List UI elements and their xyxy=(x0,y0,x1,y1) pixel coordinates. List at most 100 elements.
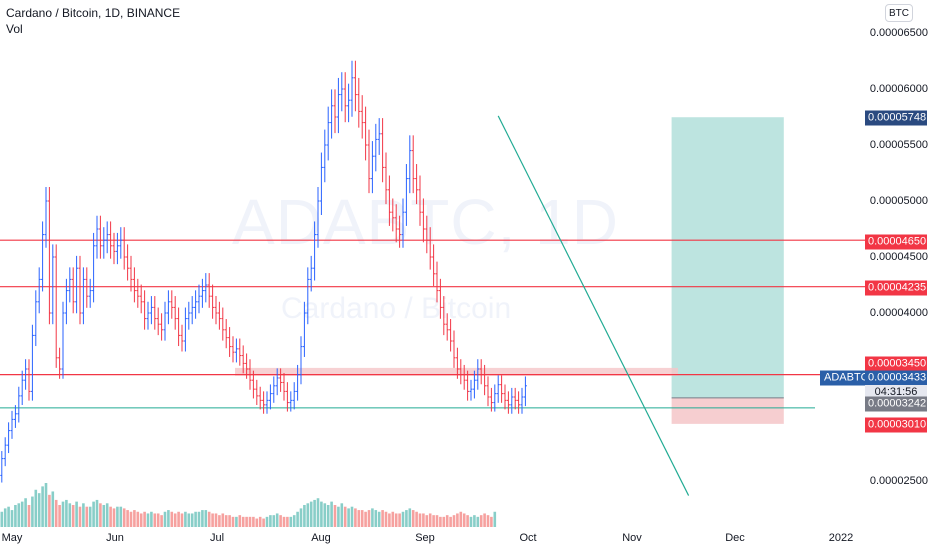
volume-bar xyxy=(384,511,388,527)
price-tick: 0.00002500 xyxy=(869,475,928,487)
volume-bar xyxy=(425,515,429,527)
volume-bar xyxy=(197,511,201,527)
volume-bar xyxy=(289,516,293,527)
volume-bar xyxy=(371,508,374,527)
volume-bar xyxy=(119,506,123,527)
time-tick: 2022 xyxy=(828,532,854,544)
volume-bar xyxy=(58,505,61,527)
price-tick: 0.00006000 xyxy=(869,83,928,95)
volume-bar xyxy=(0,511,4,527)
volume-bar xyxy=(408,508,412,527)
volume-bar xyxy=(323,503,327,527)
volume-bar xyxy=(194,511,197,527)
volume-bar xyxy=(112,508,116,527)
volume-bar xyxy=(231,516,235,527)
volume-bar xyxy=(228,515,231,527)
volume-bar xyxy=(476,516,480,527)
price-axis[interactable]: 0.00006500 0.00006000 0.00005500 0.00005… xyxy=(867,0,932,530)
volume-bar xyxy=(483,513,486,527)
volume-bar xyxy=(490,516,493,527)
volume-bar xyxy=(330,501,333,527)
volume-bar xyxy=(180,513,184,527)
volume-bar xyxy=(350,506,354,527)
volume-bar xyxy=(313,499,316,527)
support-zone xyxy=(235,367,678,376)
volume-bar xyxy=(340,503,344,527)
volume-bar xyxy=(360,510,364,527)
trendline xyxy=(497,115,690,496)
time-tick: Aug xyxy=(311,532,331,544)
volume-bar xyxy=(88,506,92,527)
volume-bar xyxy=(459,511,463,527)
volume-bar xyxy=(221,513,225,527)
volume-bar xyxy=(374,510,378,527)
current-price-tag: 0.00003433 xyxy=(865,370,927,386)
volume-bar xyxy=(37,493,41,527)
time-tick: Dec xyxy=(725,532,745,544)
volume-bar xyxy=(102,505,106,527)
time-tick: Nov xyxy=(622,532,642,544)
volume-bar xyxy=(10,510,14,527)
volume-bar xyxy=(449,516,452,527)
volume-bar xyxy=(85,506,89,527)
time-axis[interactable]: May Jun Jul Aug Sep Oct Nov Dec 2022 xyxy=(0,530,932,550)
volume-bar xyxy=(105,503,109,527)
time-tick: Jul xyxy=(209,532,225,544)
volume-bar xyxy=(109,506,112,527)
currency-button[interactable]: BTC xyxy=(885,4,913,22)
volume-bar xyxy=(167,510,170,527)
volume-bar xyxy=(303,505,306,527)
volume-bar xyxy=(258,516,262,527)
level-price-tag: 0.00004235 xyxy=(865,280,927,296)
volume-bar xyxy=(241,516,245,527)
volume-bar xyxy=(65,499,68,527)
volume-bar xyxy=(116,506,119,527)
entry-price-tag: 0.00003242 xyxy=(865,396,927,412)
volume-bar xyxy=(78,506,82,527)
volume-label: Vol xyxy=(6,22,23,36)
volume-bar xyxy=(333,505,337,527)
volume-bar xyxy=(129,511,133,527)
volume-bar xyxy=(153,513,157,527)
volume-bar xyxy=(170,511,174,527)
volume-bar xyxy=(136,511,140,527)
volume-bar xyxy=(381,510,384,527)
volume-bar xyxy=(316,498,320,527)
volume-bar xyxy=(207,511,211,527)
volume-bar xyxy=(422,513,425,527)
volume-bar xyxy=(34,489,38,527)
volume-bar xyxy=(190,513,194,527)
volume-bar xyxy=(71,505,75,527)
volume-bar xyxy=(27,505,31,527)
volume-bar xyxy=(48,494,51,527)
target-price-tag: 0.00005748 xyxy=(865,110,927,126)
volume-bar xyxy=(432,515,435,527)
volume-bar xyxy=(211,513,214,527)
price-tick: 0.00004500 xyxy=(869,251,928,263)
volume-bar xyxy=(7,506,10,527)
symbol-price-label: ADABTC xyxy=(820,370,873,386)
price-tick: 0.00005500 xyxy=(869,139,928,151)
volume-bar xyxy=(469,516,473,527)
volume-bar xyxy=(282,516,286,527)
volume-bar xyxy=(187,513,191,527)
volume-bar xyxy=(95,499,99,527)
bar-countdown: 04:31:56 xyxy=(865,385,927,399)
volume-bar xyxy=(306,503,310,527)
volume-bar xyxy=(75,501,78,527)
volume-bar xyxy=(150,511,153,527)
volume-bar xyxy=(255,518,259,527)
volume-bar xyxy=(377,511,381,527)
volume-bar xyxy=(163,511,167,527)
volume-bar xyxy=(156,513,160,527)
volume-bar xyxy=(218,515,221,527)
volume-bar xyxy=(204,510,208,527)
volume-bar xyxy=(272,515,276,527)
volume-bar xyxy=(435,515,439,527)
volume-bar xyxy=(99,503,102,527)
volume-bar xyxy=(367,510,371,527)
volume-bar xyxy=(20,501,24,527)
volume-bar xyxy=(398,513,401,527)
